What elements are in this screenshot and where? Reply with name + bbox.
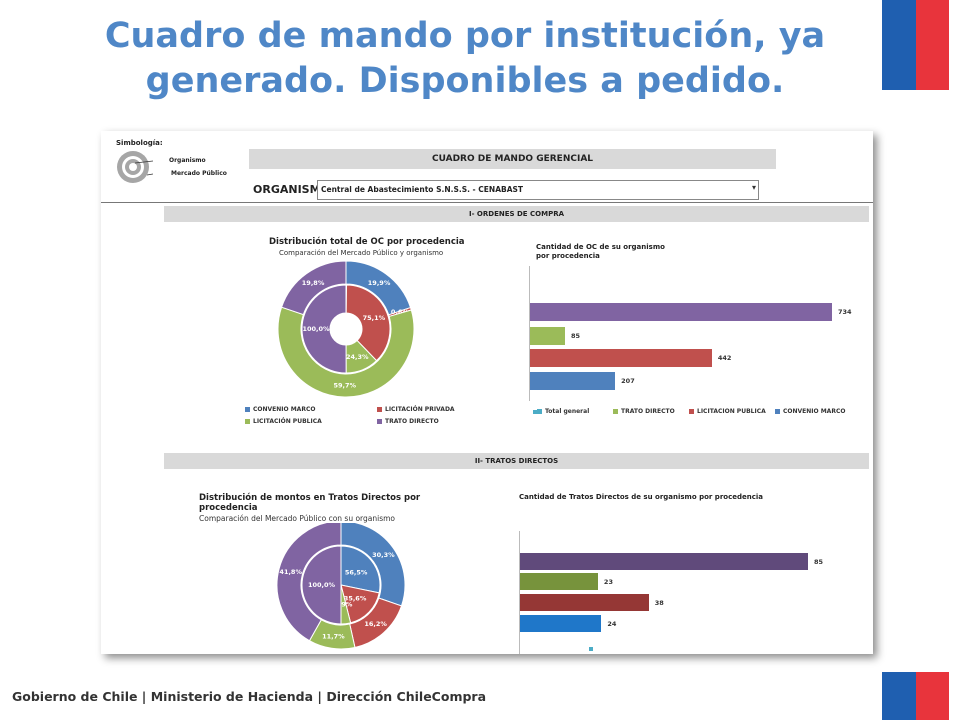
oc-bar [530,327,565,345]
td-inner-label-1: 35,6% [344,594,367,602]
td-outer-label-0: 30,3% [372,551,395,559]
td-bars-axis [519,531,520,654]
organism-select[interactable]: Central de Abastecimiento S.N.S.S. - CEN… [317,180,759,200]
td-bar [520,573,598,590]
section-tratos-directos: II- TRATOS DIRECTOS [164,453,869,469]
td-bar-value: 23 [603,578,613,586]
oc-bar-value: 207 [621,377,635,385]
td-outer-label-2: 11,7% [322,632,345,640]
td-bars-title: Cantidad de Tratos Directos de su organi… [519,493,763,501]
td-bar-value: 24 [607,620,617,628]
oc-bar-value: 442 [717,354,732,362]
organism-select-value: Central de Abastecimiento S.N.S.S. - CEN… [321,185,524,194]
oc-bars-axis [529,266,530,401]
organism-label: ORGANISMO [253,183,330,196]
oc-outer-label-0: 19,9% [368,279,391,287]
oc-inner-label-1: 75,1% [363,314,386,322]
td-inner-label-2: 7,9% [334,600,353,608]
oc-bars-legend-item: TRATO DIRECTO [613,408,675,415]
td-outer-label-1: 16,2% [364,620,387,628]
oc-outer-slice-2 [277,306,415,398]
oc-donut-chart: 19,9%0,6%59,7%19,8%0,4%75,1%24,3%100,0% [277,260,415,398]
td-legend-marker [589,647,593,651]
oc-bars-legend-item: Total general [537,408,589,415]
oc-outer-label-2: 59,7% [333,381,356,389]
td-inner-slice-3 [301,545,342,625]
chile-flag-decoration-bottom [882,672,949,720]
dashboard-screenshot: Simbología: Organismo Mercado Público CU… [101,131,873,654]
oc-outer-slice-3 [280,260,347,316]
td-bar-value: 38 [654,599,664,607]
oc-donut-subtitle: Comparación del Mercado Público y organi… [279,249,444,257]
slide-title: Cuadro de mando por institución, ya gene… [104,16,826,101]
oc-donut-legend-item: LICITACIÓN PRIVADA [377,406,455,413]
oc-bars-legend-item: LICITACION PUBLICA [689,408,766,415]
td-donut-subtitle: Comparación del Mercado Público con su o… [199,514,395,523]
td-bar-value: 85 [814,558,824,566]
oc-outer-label-3: 19,8% [302,279,325,287]
oc-donut-legend-item: CONVENIO MARCO [245,406,315,413]
oc-bar [530,372,616,390]
oc-bars-title: Cantidad de OC de su organismo por proce… [536,243,665,260]
oc-donut-title: Distribución total de OC por procedencia [269,237,465,247]
symbology-label: Simbología: [116,139,163,147]
symbology-outer-label: Mercado Público [171,170,227,177]
td-donut-chart: 30,3% 16,2% 11,7% 41,8% 56,5% 35,6%7,9% 100,0% [276,523,406,650]
td-outer-label-3: 41,8% [279,568,302,576]
footer: Gobierno de Chile | Ministerio de Hacien… [12,689,487,704]
oc-inner-label-2: 24,3% [346,353,369,361]
td-bar [520,615,602,632]
oc-inner-slice-3 [301,284,347,374]
dropdown-arrow-icon[interactable]: ▾ [751,183,756,192]
oc-bar-value: 734 [838,308,852,316]
symbology-inner-label: Organismo [169,157,206,164]
td-bar [520,553,808,570]
td-inner-label-0: 56,5% [345,569,368,577]
divider [101,202,873,203]
td-inner-label-3: 100,0% [308,581,336,589]
td-donut-title: Distribución de montos en Tratos Directo… [199,493,421,513]
dashboard-header: CUADRO DE MANDO GERENCIAL [249,149,776,169]
oc-bars-legend-item: CONVENIO MARCO [775,408,845,415]
oc-inner-label-3: 100,0% [302,325,330,333]
oc-bar [530,349,712,367]
oc-donut-legend-item: TRATO DIRECTO [377,418,439,425]
oc-bar [530,303,832,321]
oc-donut-legend-item: LICITACIÓN PUBLICA [245,418,322,425]
chile-flag-decoration-top [882,0,949,90]
td-bar [520,594,649,611]
oc-outer-label-1: 0,6% [391,308,410,316]
oc-legend-marker [533,410,537,414]
oc-inner-slice-1 [345,284,391,362]
oc-bar-value: 85 [570,332,581,340]
symbology-ring-icon [117,151,153,183]
td-outer-slice-3 [276,523,342,642]
section-ordenes-compra: I- ORDENES DE COMPRA [164,206,869,222]
